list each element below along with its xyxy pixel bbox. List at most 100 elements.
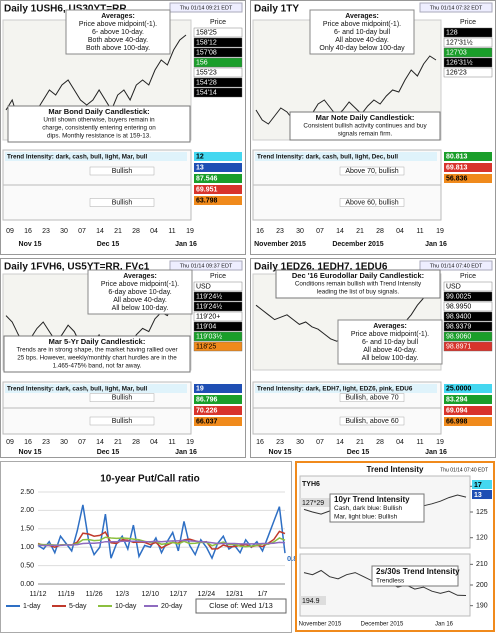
x-tick-label: 12/31 <box>226 591 244 598</box>
note-box <box>3 335 191 373</box>
legend-label: 1-day <box>23 603 41 610</box>
trend-timestamp: Thu 01/14 07:40 EDT <box>440 467 488 473</box>
box1-line: Mar, light blue: Bullish <box>334 514 398 521</box>
trend-tag-label: 17 <box>474 482 482 489</box>
price-tag-label: 127'03 <box>446 50 467 57</box>
price-tag <box>193 27 243 38</box>
price-line <box>255 55 437 129</box>
month-label: Jan 16 <box>175 449 197 456</box>
indicator-label-bg <box>339 416 405 426</box>
day-label: 28 <box>376 439 384 446</box>
month-label: December 2015 <box>361 622 404 628</box>
chart-panel: Daily 1FVH6, US5YT=RR, FVc1 Thu 01/14 09:… <box>0 258 246 458</box>
spread-label: 194.9 <box>302 598 320 605</box>
note-title: Mar Bond Daily Candlestick: <box>48 107 149 116</box>
indicator-tag-label: 19 <box>196 386 204 393</box>
month-label: Dec 15 <box>97 449 120 456</box>
averages-line: Averages: <box>345 13 379 20</box>
trend-label: Trend Intensity: dark, cash, bull, light… <box>7 386 148 393</box>
note-box <box>7 105 191 143</box>
price-tag-label: 154'28 <box>196 80 217 87</box>
panel-title: Daily 1TY <box>254 4 299 15</box>
month-label: Jan 16 <box>425 449 447 456</box>
legend-label: 10-day <box>115 603 137 610</box>
panel-title: Daily 1USH6, US30YT=RR <box>4 4 127 15</box>
box1 <box>329 493 425 523</box>
indicator-label-bg <box>339 393 405 402</box>
price-tag-label: 98.9060 <box>446 334 471 341</box>
indicator-label: Above 60, bullish <box>345 199 398 206</box>
note-line: leading the list of buy signals. <box>317 289 400 296</box>
indicator-tag <box>444 163 492 172</box>
averages-line: Price above midpoint(-1). <box>323 21 401 28</box>
timestamp-box <box>169 260 243 271</box>
x-tick-label: 11/26 <box>86 591 103 598</box>
averages-box <box>337 319 443 365</box>
note-line: Until shown otherwise, buyers remain in <box>43 117 155 124</box>
indicator-tag-label: 87.546 <box>196 176 218 183</box>
indicator-label-bg <box>89 393 155 402</box>
indicator-tag-label: 13 <box>196 165 204 172</box>
price-tag-label: 119'04 <box>196 324 216 331</box>
price-tag <box>443 331 493 342</box>
note-line: signals remain firm. <box>338 131 393 138</box>
indicator-tag <box>444 152 492 161</box>
month-label: Jan 16 <box>435 622 454 628</box>
price-tag-label: 127'31½ <box>446 39 473 47</box>
day-label: 30 <box>296 439 304 446</box>
day-label: 28 <box>376 228 384 235</box>
averages-line: All above 40-day. <box>363 347 417 354</box>
month-label: December 2015 <box>332 241 383 248</box>
annotation: Close of: Wed 1/13 <box>209 601 273 610</box>
price-label: Price <box>460 19 476 26</box>
day-label: 23 <box>42 228 50 235</box>
last-label: 127*29 <box>302 500 324 507</box>
indicator-label-bg <box>89 166 155 176</box>
indicator-tag-label: 25.0000 <box>446 386 471 393</box>
note-box <box>275 269 441 299</box>
indicator-tag-label: 83.294 <box>446 397 468 404</box>
day-label: 07 <box>316 439 324 446</box>
day-label: 19 <box>186 439 194 446</box>
legend-label: 5-day <box>69 603 87 610</box>
month-label: November 2015 <box>299 622 342 628</box>
price-tag-label: 156 <box>196 60 208 67</box>
x-tick-label: 12/10 <box>142 591 160 598</box>
box2 <box>371 565 459 587</box>
price-tag-label: 99.0025 <box>446 294 471 301</box>
y-tick-label: 200 <box>476 582 488 589</box>
price-tag-label: USD <box>446 284 461 291</box>
day-label: 28 <box>132 228 140 235</box>
indicator-tag <box>194 174 242 183</box>
price-tag-label: 98.9400 <box>446 314 471 321</box>
day-label: 14 <box>96 439 104 446</box>
trend-tag <box>472 490 492 499</box>
indicator-tag-label: 69.094 <box>446 408 468 415</box>
indicator-label: Bullish, above 70 <box>345 394 398 401</box>
indicator-label-bg <box>339 166 405 176</box>
day-label: 19 <box>436 228 444 235</box>
price-tag-label: 118'25 <box>196 344 216 351</box>
averages-line: 6- above 10-day. <box>92 29 144 36</box>
indicator-tag-label: 66.998 <box>446 419 468 426</box>
day-label: 09 <box>6 439 14 446</box>
note-title: Mar 5-Yr Daily Candlestick: <box>49 337 146 346</box>
box2-line: 2s/30s Trend Intensity <box>376 567 460 576</box>
averages-line: Averages: <box>123 273 157 280</box>
spread-tag <box>300 596 326 605</box>
indicator-tag <box>194 196 242 205</box>
note-line: 25 bps. However, weekly/monthly chart hu… <box>17 355 177 362</box>
price-tag <box>443 291 493 302</box>
timestamp-box <box>419 260 493 271</box>
end-value-label: 0.84 <box>287 554 302 563</box>
price-tag <box>193 67 243 78</box>
price-tag <box>193 311 243 322</box>
day-label: 07 <box>78 228 86 235</box>
indicator-tag-label: 69.951 <box>196 187 218 194</box>
day-label: 04 <box>150 439 158 446</box>
price-tag-label: 126'23 <box>446 70 467 77</box>
price-tag-label: 154'14 <box>196 90 217 97</box>
indicator-label-bg <box>89 198 155 207</box>
price-tag <box>443 341 493 352</box>
indicator-label: Bullish <box>112 394 133 401</box>
